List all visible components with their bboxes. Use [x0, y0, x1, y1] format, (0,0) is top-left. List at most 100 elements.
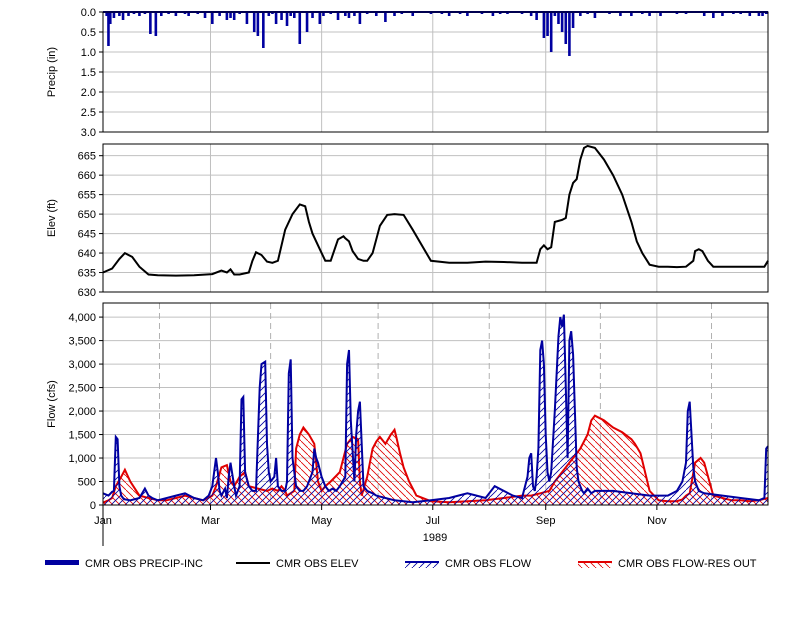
flow-line-res-out: [102, 414, 769, 504]
flow-gridlines: [103, 303, 768, 505]
precip-bar: [274, 12, 278, 24]
precip-bar: [118, 12, 121, 16]
precip-bar: [748, 12, 752, 16]
precip-y-ticks: 0.0 0.5 1.0 1.5 2.0 2.5 3.0: [81, 7, 103, 139]
legend-label: CMR OBS ELEV: [276, 558, 359, 570]
precip-bar: [721, 12, 724, 16]
precip-bar: [384, 12, 387, 22]
y-tick-label: 1.5: [81, 67, 96, 79]
precip-bar: [447, 12, 451, 16]
precip-bar: [245, 12, 249, 24]
elev-gridlines: [103, 144, 768, 292]
legend-label: CMR OBS FLOW-RES OUT: [618, 558, 757, 570]
precip-bar: [549, 12, 553, 52]
precip-bar: [149, 12, 152, 34]
elev-series-line: [102, 144, 769, 277]
precip-y-axis-label: Precip (in): [46, 47, 58, 97]
y-tick-label: 2.5: [81, 107, 96, 119]
precip-bar: [311, 12, 314, 18]
precip-bar: [353, 12, 356, 16]
precip-bar: [466, 12, 469, 16]
y-tick-label: 645: [78, 229, 96, 241]
precip-bar: [347, 12, 351, 18]
precip-bar: [160, 12, 163, 16]
precip-bar: [203, 12, 207, 18]
y-tick-label: 0: [90, 500, 96, 512]
y-tick-label: 4,000: [68, 312, 96, 324]
x-tick-label: May: [311, 515, 332, 527]
precip-bar: [105, 12, 108, 16]
flow-plot-area: [103, 303, 768, 505]
x-tick-label: Jan: [94, 515, 112, 527]
precip-bar: [112, 12, 116, 18]
y-tick-label: 640: [78, 248, 96, 260]
precip-bar: [127, 12, 130, 16]
elev-y-axis-label: Elev (ft): [46, 199, 58, 237]
precip-bar: [571, 12, 575, 28]
precip-bar: [262, 12, 265, 48]
precip-bar: [293, 12, 296, 18]
precip-bar: [358, 12, 362, 24]
y-tick-label: 630: [78, 287, 96, 299]
precip-bar: [218, 12, 221, 16]
flow-frame: [102, 302, 769, 506]
precip-bar: [108, 12, 112, 24]
precip-bar: [305, 12, 309, 32]
precip-bar: [298, 12, 302, 44]
x-tick-label: Jul: [426, 515, 440, 527]
precip-bar: [712, 12, 715, 18]
precip-bar: [757, 12, 761, 16]
precip-bar: [138, 12, 141, 16]
y-tick-label: 0.0: [81, 7, 96, 19]
elev-panel: 630 635 640 645 650 655 660 665 Elev (ft): [46, 143, 769, 299]
x-tick-label: Mar: [201, 515, 220, 527]
precip-bar: [761, 12, 764, 16]
y-tick-label: 500: [78, 477, 96, 489]
precip-bar: [553, 12, 557, 16]
x-axis: 1989 Jan Mar May Jul Sep Nov: [94, 505, 667, 546]
legend-swatch: [45, 560, 79, 565]
precip-bar: [535, 12, 538, 20]
precip-bar: [211, 12, 214, 24]
elev-line: [102, 144, 769, 277]
precip-bar: [560, 12, 564, 32]
x-axis-year-label: 1989: [423, 532, 447, 544]
precip-bar: [154, 12, 158, 36]
precip-bar: [702, 12, 706, 16]
precip-bar: [267, 12, 271, 16]
precip-bar: [630, 12, 633, 16]
precip-bar: [579, 12, 582, 16]
precip-bar: [285, 12, 289, 26]
y-tick-label: 2,000: [68, 406, 96, 418]
precip-bar: [107, 12, 110, 46]
precip-bar: [289, 12, 292, 16]
precip-bar: [121, 12, 125, 20]
precip-bar: [557, 12, 560, 24]
y-tick-label: 2,500: [68, 383, 96, 395]
precip-bar: [225, 12, 229, 20]
elev-y-ticks: 630 635 640 645 650 655 660 665: [78, 151, 103, 299]
y-tick-label: 635: [78, 268, 96, 280]
precip-bar: [256, 12, 260, 36]
precip-bar: [318, 12, 322, 24]
precip-bar: [411, 12, 415, 16]
y-tick-label: 2.0: [81, 87, 96, 99]
y-tick-label: 3,000: [68, 359, 96, 371]
flow-series: [102, 314, 769, 505]
precip-bar: [336, 12, 340, 20]
precip-panel: 0.0 0.5 1.0 1.5 2.0 2.5 3.0 Precip (in): [46, 7, 769, 139]
precip-bar: [174, 12, 178, 16]
precip-bar: [593, 12, 597, 18]
precip-bar: [280, 12, 283, 20]
precip-bar: [542, 12, 546, 38]
y-tick-label: 655: [78, 190, 96, 202]
y-tick-label: 0.5: [81, 27, 96, 39]
precip-gridlines: [103, 12, 768, 132]
legend-label: CMR OBS FLOW: [445, 558, 532, 570]
elev-frame: [102, 143, 769, 293]
y-tick-label: 3.0: [81, 127, 96, 139]
precip-bar: [659, 12, 662, 16]
flow-panel: 05001,0001,5002,0002,5003,0003,5004,000 …: [46, 302, 769, 512]
precip-bar: [229, 12, 232, 18]
